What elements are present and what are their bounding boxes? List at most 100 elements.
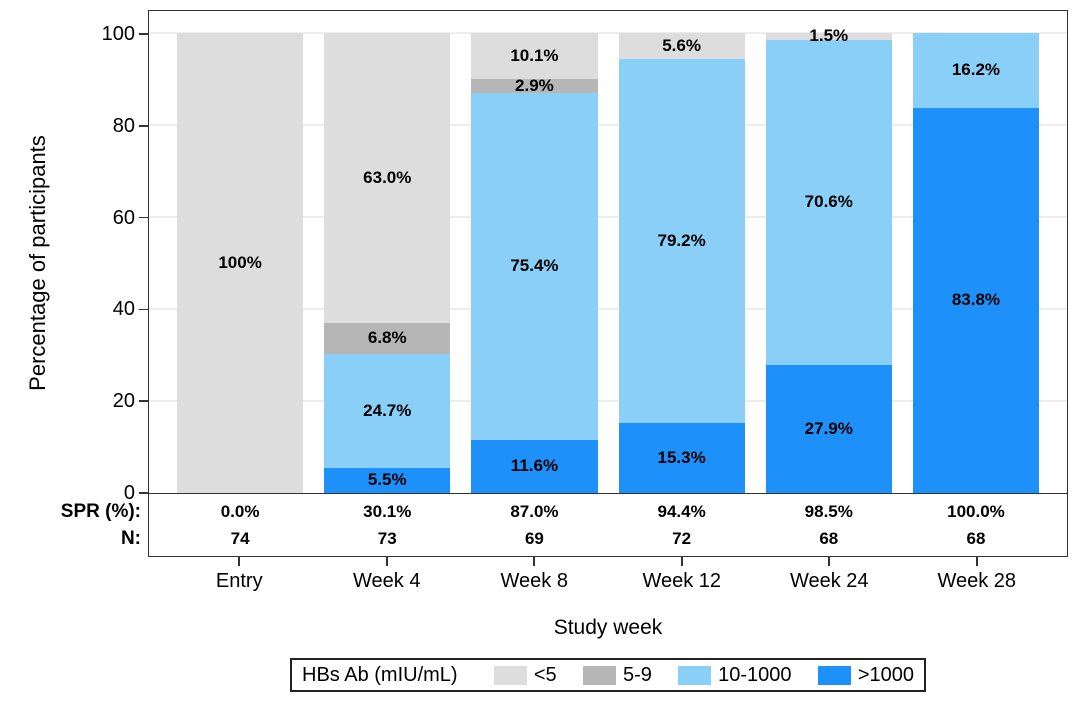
stat-cell-week-24: 68: [819, 529, 839, 549]
x-tick-label-week-24: Week 24: [789, 570, 869, 592]
x-tick-mark: [385, 557, 388, 566]
stat-cell-week-28: 100.0%: [947, 501, 1005, 521]
bar-segment-1000: 11.6%: [471, 439, 598, 493]
legend-swatch: [678, 665, 712, 685]
stat-cell-entry: 74: [230, 529, 250, 549]
bar-week-8: 10.1% 2.9% 75.4% 11.6%: [471, 33, 598, 493]
x-tick-cell: [176, 557, 303, 566]
bar-segment-label: 27.9%: [804, 418, 853, 438]
x-tick-cell: [471, 557, 598, 566]
bar-segment-label: 5.5%: [367, 470, 407, 490]
bar-segment-10-1000: 24.7%: [324, 354, 451, 468]
bar-segment-label: 79.2%: [657, 230, 706, 250]
bar-segment-5: 1.5%: [765, 26, 892, 45]
legend-label: >1000: [857, 663, 914, 686]
legend: HBs Ab (mIU/mL) <5 5-9 10-1000 >1000: [290, 658, 926, 692]
stat-cell-week-24: 98.5%: [804, 501, 853, 521]
legend-label: <5: [533, 663, 557, 686]
stat-row-label: SPR (%):: [60, 500, 141, 522]
legend-title: HBs Ab (mIU/mL): [302, 663, 458, 686]
y-tick-label-20: 20: [112, 390, 135, 413]
legend-swatch: [582, 665, 616, 685]
x-tick-mark: [533, 557, 536, 566]
bar-week-12: 5.6% 79.2% 15.3%: [618, 33, 745, 493]
bar-segment-label: 75.4%: [510, 256, 559, 276]
x-tick-mark: [975, 557, 978, 566]
bar-entry: 100%: [177, 33, 304, 493]
gridline-100: [149, 32, 1067, 34]
x-tick-mark: [680, 557, 683, 566]
x-axis-title: Study week: [553, 616, 663, 639]
legend-item-1000: >1000: [817, 663, 914, 687]
bars-container: 100% 63.0% 6.8% 24.7% 5.5% 10.1% 2.9% 75.4% 11.6…: [149, 26, 1067, 493]
x-axis-ticks: [148, 557, 1068, 566]
stat-cell-week-12: 94.4%: [657, 501, 706, 521]
stat-cell-week-8: 69: [524, 529, 544, 549]
legend-swatch: [493, 665, 527, 685]
x-tick-label-week-8: Week 8: [500, 570, 568, 592]
legend-swatch: [817, 665, 851, 685]
bar-segment-label: 24.7%: [363, 400, 412, 420]
bar-segment-label: 16.2%: [951, 60, 1001, 80]
y-tick-0: [139, 492, 148, 494]
y-tick-60: [139, 216, 148, 219]
x-tick-label-entry: Entry: [215, 570, 263, 592]
stat-row-label: N:: [120, 528, 141, 550]
x-tick-label-week-12: Week 12: [642, 570, 722, 592]
bar-segment-label: 6.8%: [367, 328, 407, 348]
y-tick-40: [139, 308, 148, 311]
y-tick-label-0: 0: [123, 482, 135, 504]
bar-segment-label: 70.6%: [804, 192, 853, 212]
stat-cell-week-12: 72: [672, 529, 692, 549]
y-tick-80: [139, 125, 148, 127]
bar-segment-10-1000: 16.2%: [912, 33, 1040, 108]
gridline-20: [149, 400, 1067, 402]
bar-segment-label: 63.0%: [363, 167, 412, 187]
x-tick-cell: [324, 557, 451, 566]
y-tick-20: [139, 400, 148, 402]
x-tick-mark: [828, 557, 831, 566]
bar-segment-label: 11.6%: [510, 456, 559, 476]
y-tick-label-60: 60: [112, 206, 135, 229]
bar-segment-1000: 83.8%: [912, 107, 1040, 493]
bar-segment-label: 5.6%: [662, 35, 701, 55]
legend-item-5-9: 5-9: [582, 663, 652, 687]
y-axis-title: Percentage of participants: [25, 135, 50, 391]
bar-segment-label: 100%: [218, 253, 262, 272]
gridline-80: [149, 124, 1067, 126]
legend-item-10-1000: 10-1000: [678, 663, 792, 687]
bar-segment-10-1000: 70.6%: [765, 39, 892, 365]
legend-label: 5-9: [622, 663, 652, 686]
stat-cell-entry: 0.0%: [220, 501, 260, 521]
bar-week-28: 16.2% 83.8%: [912, 33, 1040, 493]
bar-week-4: 63.0% 6.8% 24.7% 5.5%: [324, 33, 451, 493]
bar-segment-5: 10.1%: [471, 33, 598, 80]
bar-segment-5: 5.6%: [618, 33, 745, 59]
legend-item-5: <5: [493, 663, 557, 687]
stat-cell-week-4: 73: [377, 529, 397, 549]
x-tick-label-week-28: Week 28: [937, 570, 1017, 592]
x-tick-cell: [914, 557, 1041, 566]
bar-week-24: 1.5% 70.6% 27.9%: [765, 26, 892, 493]
bar-segment-10-1000: 79.2%: [618, 58, 745, 423]
stat-cell-week-28: 68: [966, 529, 986, 549]
y-tick-100: [139, 33, 148, 35]
stat-cell-week-4: 30.1%: [363, 501, 412, 521]
bar-segment-1000: 27.9%: [765, 364, 892, 493]
bar-segment-1000: 5.5%: [324, 467, 451, 493]
x-tick-label-week-4: Week 4: [353, 570, 421, 592]
legend-label: 10-1000: [718, 663, 792, 686]
y-tick-label-80: 80: [112, 114, 135, 137]
stat-row-n: N: 74 73 69 72 68 68: [121, 526, 1067, 554]
gridline-40: [149, 308, 1067, 310]
x-axis-labels: Entry Week 4 Week 8 Week 12 Week 24 Week 28: [148, 570, 1068, 593]
bar-segment-5: 63.0%: [324, 33, 451, 323]
bar-segment-label: 2.9%: [515, 76, 554, 96]
y-tick-label-100: 100: [101, 23, 135, 45]
x-tick-cell: [766, 557, 893, 566]
stat-row-spr: SPR (%): 0.0% 30.1% 87.0% 94.4% 98.5% 100.0%: [61, 498, 1067, 526]
gridlines: [149, 32, 1067, 493]
bar-segment-label: 10.1%: [510, 46, 559, 66]
gridline-60: [149, 216, 1067, 218]
bar-segment-5-9: 2.9%: [471, 76, 598, 95]
